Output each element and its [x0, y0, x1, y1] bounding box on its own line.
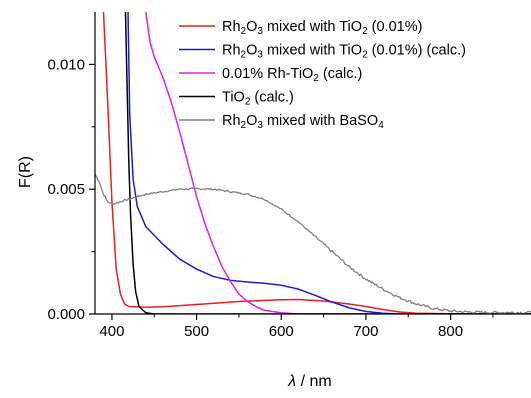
- x-tick-label-400: 400: [99, 323, 124, 340]
- axes: 400 500 600 700 800 0.000 0.005 0.010: [47, 12, 531, 340]
- legend-label-tio2-calc: TiO2 (calc.): [222, 90, 294, 108]
- x-tick-label-800: 800: [438, 323, 463, 340]
- legend: Rh2O3 mixed with TiO2 (0.01%) Rh2O3 mixed…: [179, 19, 466, 131]
- legend-label-rh2o3-mixed-with-baso4: Rh2O3 mixed with BaSO4: [222, 113, 384, 131]
- series-layer: [95, 12, 531, 314]
- series-line-rh2o3-mixed-with-baso4: [95, 173, 531, 314]
- x-tick-label-700: 700: [353, 323, 378, 340]
- y-axis-label: F(R): [17, 156, 34, 188]
- series-line-rh2o3-mixed-with-tio2-0-01-calc: [127, 12, 531, 314]
- series-line-0-01-rh-tio2-calc: [145, 12, 531, 314]
- legend-label-rh2o3-mixed-with-tio2-0-01: Rh2O3 mixed with TiO2 (0.01%): [222, 19, 422, 37]
- y-tick-label-2: 0.010: [47, 56, 85, 73]
- series-line-rh2o3-mixed-with-tio2-0-01: [102, 12, 531, 314]
- legend-label-0-01-rh-tio2-calc: 0.01% Rh-TiO2 (calc.): [222, 66, 362, 84]
- series-line-tio2-calc: [124, 12, 531, 314]
- x-axis-symbol: λ: [287, 373, 296, 390]
- y-tick-label-1: 0.005: [47, 181, 85, 198]
- y-tick-label-0: 0.000: [47, 306, 85, 323]
- x-axis-unit: / nm: [296, 373, 332, 390]
- x-tick-label-500: 500: [184, 323, 209, 340]
- x-axis-label: λ / nm: [287, 373, 331, 390]
- legend-label-rh2o3-mixed-with-tio2-0-01-calc: Rh2O3 mixed with TiO2 (0.01%) (calc.): [222, 43, 466, 61]
- x-tick-label-600: 600: [269, 323, 294, 340]
